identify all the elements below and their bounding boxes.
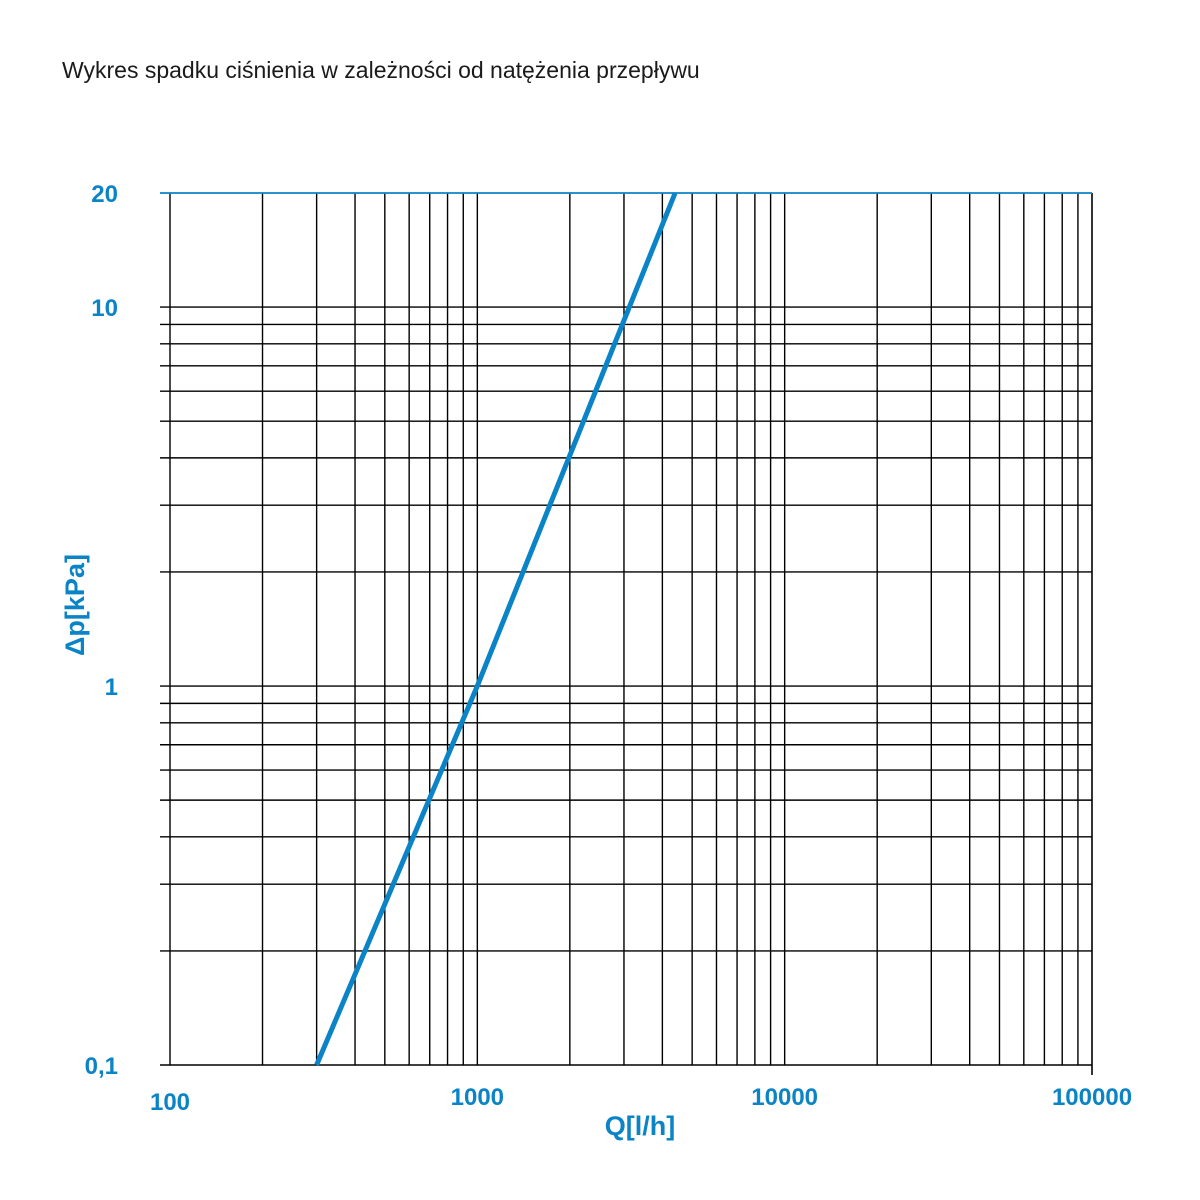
y-tick-label: 20 [91, 181, 118, 208]
x-axis-label: Q[l/h] [605, 1111, 675, 1141]
y-tick-label: 1 [105, 674, 118, 701]
series-line-1 [314, 192, 678, 1066]
x-tick-label: 10000 [751, 1084, 818, 1111]
x-tick-label: 100000 [1052, 1084, 1132, 1111]
x-tick-label: 100 [150, 1089, 190, 1116]
y-tick-label: 10 [91, 295, 118, 322]
x-tick-label: 1000 [451, 1084, 504, 1111]
series-layer [314, 192, 678, 1066]
y-axis-label: Δp[kPa] [60, 554, 90, 656]
tick-labels: 100 1000 10000 100000 0,1 1 10 20 [85, 181, 1132, 1116]
y-tick-label: 0,1 [85, 1053, 118, 1080]
chart-title: Wykres spadku ciśnienia w zależności od … [62, 57, 700, 83]
grid [160, 192, 1093, 1075]
